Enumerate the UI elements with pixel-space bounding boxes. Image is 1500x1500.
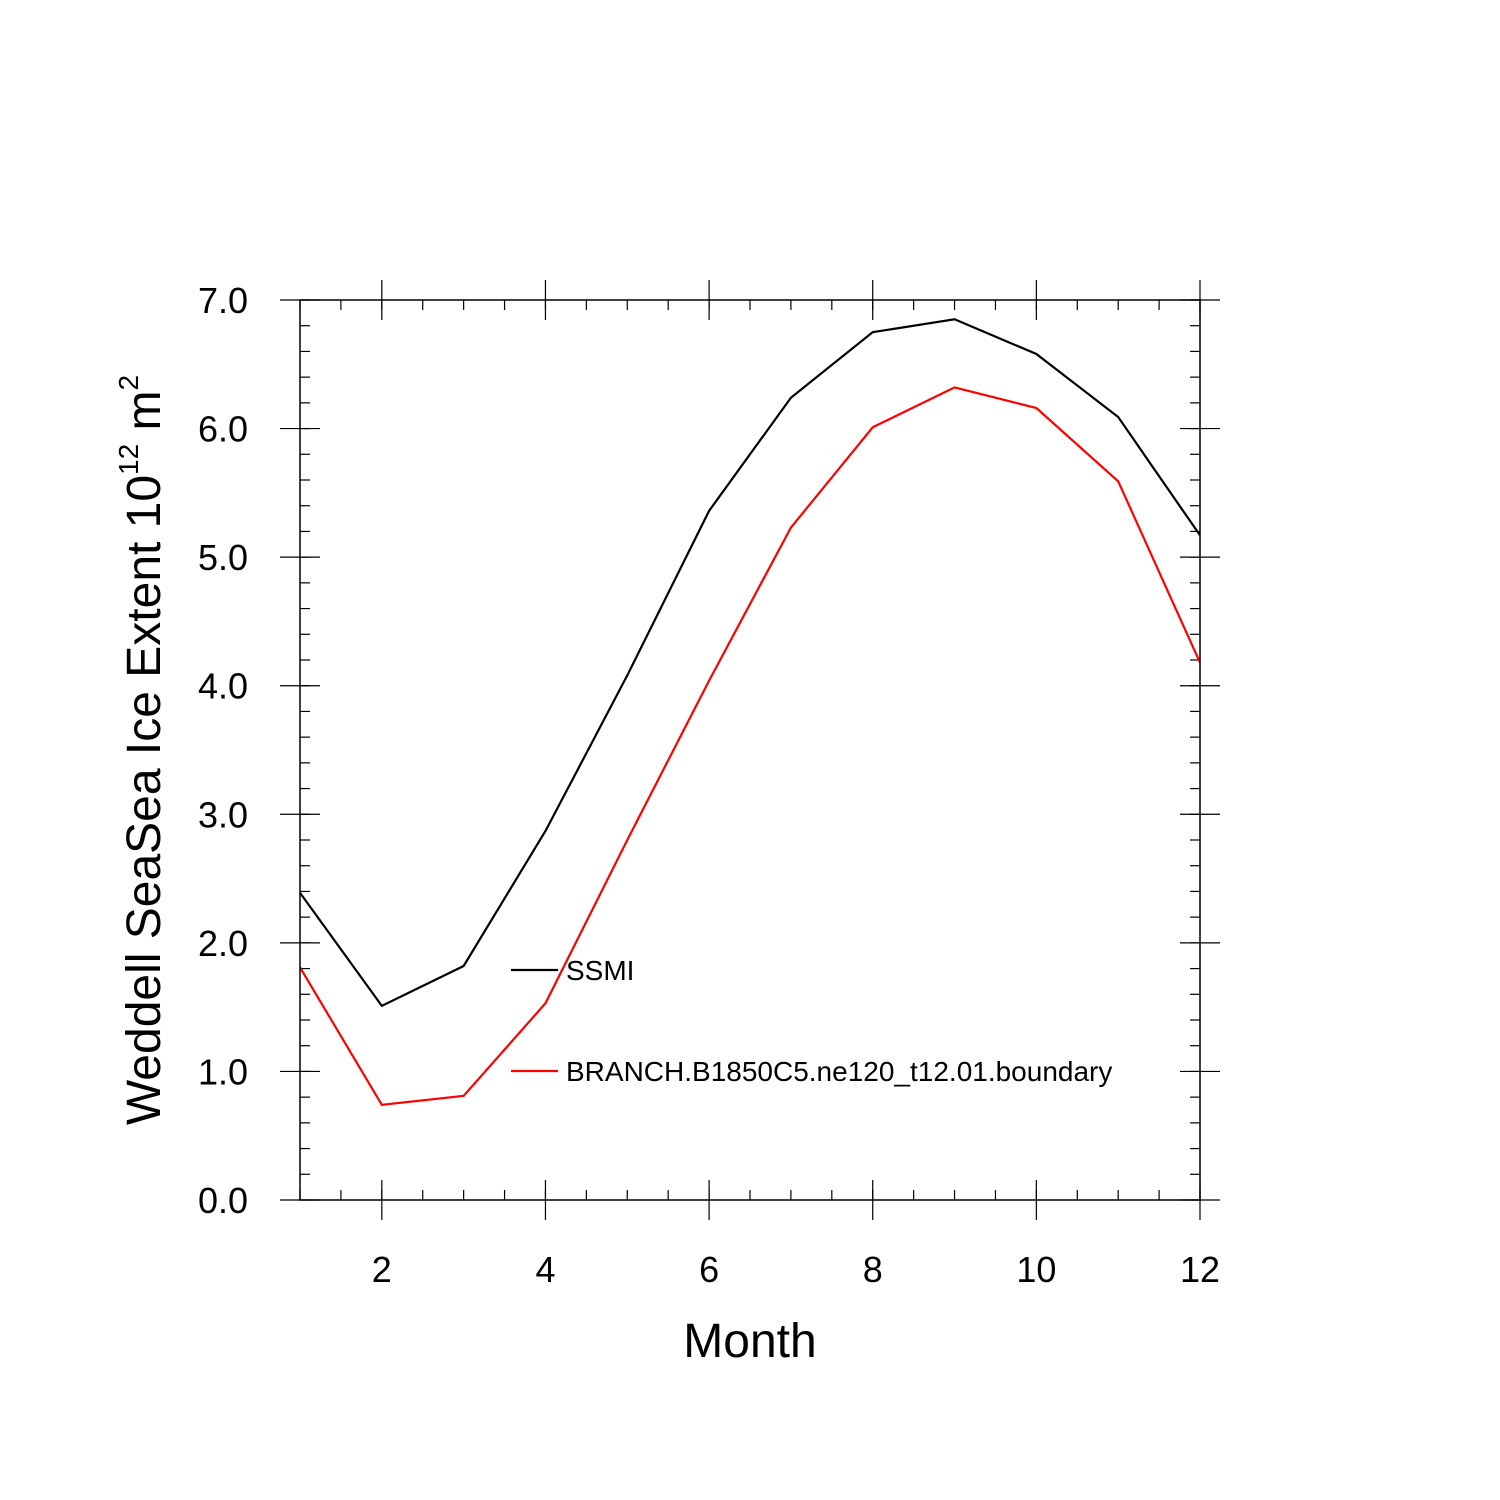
y-axis-title-unit: m [118,390,171,443]
y-axis-title-sup-square: 2 [113,375,144,391]
y-tick-label: 1.0 [198,1051,248,1092]
x-tick-label: 6 [699,1249,719,1290]
y-tick-label: 3.0 [198,794,248,835]
x-axis-title: Month [683,1315,816,1368]
y-axis-title-sup-exponent: 12 [113,444,144,475]
x-tick-label: 8 [863,1249,883,1290]
series-line-ssmi [299,318,1201,1008]
x-tick-label: 2 [372,1249,392,1290]
y-axis-title-main: Weddell SeaSea Ice Extent 10 [118,475,171,1125]
x-tick-label: 12 [1180,1249,1220,1290]
y-tick-label: 0.0 [198,1180,248,1221]
x-tick-label: 10 [1016,1249,1056,1290]
series-lines [299,318,1202,1107]
y-axis-title: Weddell SeaSea Ice Extent 1012 m2 [113,375,171,1125]
y-tick-label: 4.0 [198,666,248,707]
legend-label: BRANCH.B1850C5.ne120_t12.01.boundary [566,1056,1112,1087]
plot-frame [299,299,1201,1201]
legend-label: SSMI [566,955,634,986]
y-tick-label: 6.0 [198,409,248,450]
y-tick-label: 5.0 [198,537,248,578]
series-line-branch [299,386,1202,1107]
tick-labels: 2 4 6 8 10 12 0.0 1.0 2.0 3.0 4.0 5.0 6.0 7.0 [198,280,1220,1290]
y-tick-label: 7.0 [198,280,248,321]
x-tick-label: 4 [535,1249,555,1290]
legend: SSMI BRANCH.B1850C5.ne120_t12.01.boundary [511,955,1112,1087]
y-tick-label: 2.0 [198,923,248,964]
